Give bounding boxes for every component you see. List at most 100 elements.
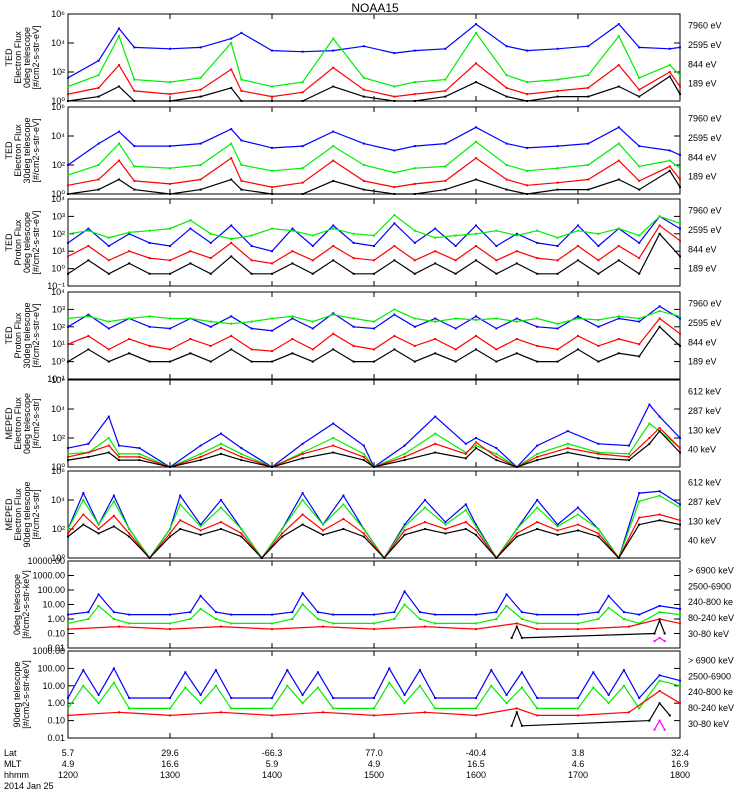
data-point [128, 532, 131, 535]
y-axis-label: [#/cm2-s-str-eV] [31, 118, 41, 182]
data-point [169, 272, 171, 275]
data-point [505, 178, 508, 181]
data-point [128, 317, 131, 320]
data-point [118, 85, 120, 88]
data-point [169, 532, 171, 535]
data-point [322, 625, 324, 628]
data-point [118, 455, 120, 458]
data-point [87, 334, 90, 337]
data-point [87, 313, 90, 316]
data-point [434, 451, 437, 454]
legend-entry: 2500-6900 [688, 671, 731, 681]
y-tick-label: 1.00 [47, 614, 65, 624]
data-point [311, 245, 314, 247]
data-point [418, 618, 421, 620]
y-tick-label: 10² [52, 160, 65, 170]
data-point [393, 308, 396, 311]
data-point [352, 272, 355, 275]
data-point [148, 325, 151, 328]
data-point [444, 521, 447, 524]
data-point [220, 499, 222, 501]
data-point [424, 499, 426, 501]
data-point [332, 451, 335, 454]
data-point [617, 315, 620, 318]
data-point [311, 360, 314, 363]
data-point [107, 259, 110, 262]
series-line [67, 679, 681, 710]
data-point [444, 78, 447, 81]
data-point [413, 100, 416, 102]
data-point [291, 618, 294, 620]
data-point [679, 227, 681, 230]
data-point [515, 262, 518, 265]
data-point [638, 145, 641, 148]
data-point [515, 711, 518, 714]
data-point [403, 455, 406, 458]
data-point [332, 348, 335, 351]
series-line [67, 603, 681, 625]
data-point [291, 229, 294, 232]
data-point [220, 447, 222, 450]
data-point [148, 315, 151, 318]
data-point [556, 78, 559, 81]
y-tick-label: 1000.00 [32, 571, 65, 581]
data-point [179, 503, 182, 506]
data-point [220, 528, 222, 530]
y-axis-label: Proton Flux [13, 219, 23, 266]
y-tick-label: 10⁰ [51, 189, 65, 199]
data-point [464, 452, 467, 455]
data-point [332, 332, 335, 335]
data-point [617, 352, 620, 355]
data-point [587, 86, 590, 89]
data-point [617, 178, 620, 181]
data-point [556, 529, 559, 532]
data-point [322, 529, 324, 532]
data-point [638, 234, 641, 237]
data-point [97, 523, 100, 526]
data-point [169, 245, 171, 247]
data-point [271, 360, 273, 363]
data-point [622, 611, 625, 614]
data-point [679, 178, 681, 181]
data-point [520, 618, 523, 620]
data-point [240, 100, 243, 102]
x-row-label-lat: Lat [4, 748, 17, 758]
data-point [220, 711, 222, 714]
data-point [617, 557, 620, 559]
data-point [199, 459, 202, 462]
data-point [622, 684, 625, 687]
data-point [87, 259, 90, 262]
data-point [536, 325, 539, 328]
data-point [444, 165, 447, 168]
data-point [112, 618, 115, 620]
data-point [82, 684, 85, 687]
data-point [189, 352, 192, 355]
data-point [464, 503, 467, 506]
data-point [556, 188, 559, 191]
data-point [230, 348, 233, 351]
data-point [577, 697, 579, 699]
data-point [505, 74, 508, 77]
data-point [617, 159, 620, 162]
data-point [434, 442, 437, 445]
data-point [286, 669, 289, 672]
data-point [679, 239, 681, 242]
data-point [148, 229, 151, 232]
data-point [403, 444, 406, 447]
data-point [638, 76, 641, 79]
data-point [679, 186, 681, 189]
data-point [184, 686, 187, 689]
data-point [230, 322, 233, 325]
data-point [67, 100, 69, 102]
data-point [628, 455, 630, 458]
data-point [577, 714, 579, 717]
data-point [393, 52, 396, 55]
data-point [638, 320, 641, 323]
data-point [393, 259, 396, 262]
data-point [444, 142, 447, 145]
data-point [169, 47, 171, 50]
data-point [475, 157, 477, 160]
data-point [128, 707, 131, 710]
legend-entry: > 6900 keV [688, 655, 734, 665]
data-point [271, 350, 273, 353]
